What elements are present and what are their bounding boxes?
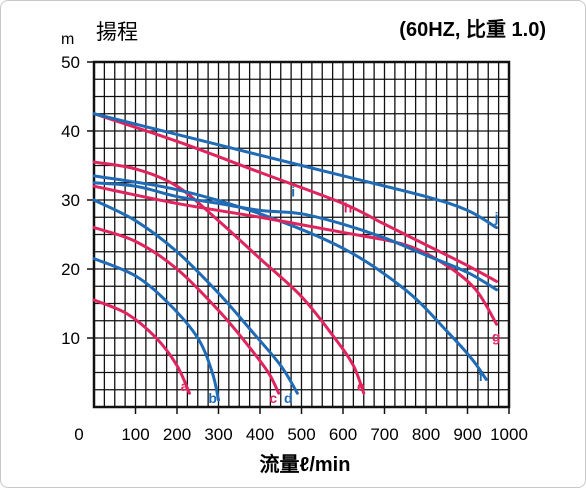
- x-tick-label: 100: [121, 425, 149, 444]
- curve-i: [92, 181, 499, 292]
- curve-label-a: a: [181, 378, 189, 394]
- curve-label-e: e: [357, 378, 365, 394]
- curve-label-h: h: [344, 199, 353, 215]
- grid: [87, 60, 511, 414]
- curve-g: [92, 184, 499, 326]
- curve-label-g: g: [492, 328, 501, 344]
- x-tick-label: 0: [74, 425, 83, 444]
- y-tick-label: 30: [61, 191, 80, 210]
- curve-e: [92, 160, 366, 395]
- x-tick-label: 1000: [490, 425, 528, 444]
- curve-j: [92, 112, 499, 230]
- curve-labels: a b c d e f g h i j: [181, 184, 501, 406]
- x-tick-label: 900: [453, 425, 481, 444]
- curve-f: [92, 174, 488, 381]
- chart-title: (60HZ, 比重 1.0): [399, 18, 546, 41]
- curve-d: [92, 198, 299, 395]
- x-tick-label: 200: [163, 425, 191, 444]
- x-tick-label: 400: [246, 425, 274, 444]
- y-axis-title: 揚程: [96, 21, 138, 44]
- curve-label-f: f: [478, 368, 483, 384]
- curve-label-d: d: [284, 390, 293, 406]
- curve-label-i: i: [291, 184, 295, 200]
- curve-label-j: j: [494, 209, 499, 225]
- x-tick-label: 300: [204, 425, 232, 444]
- y-tick-labels: 10 20 30 40 50: [61, 53, 80, 348]
- y-tick-label: 20: [61, 260, 80, 279]
- curve-c: [92, 226, 281, 395]
- y-tick-label: 50: [61, 53, 80, 72]
- x-tick-label: 500: [287, 425, 315, 444]
- y-tick-label: 40: [61, 122, 80, 141]
- x-tick-label: 700: [370, 425, 398, 444]
- x-tick-labels: 0 100 200 300 400 500 600 700 800 900 1000: [74, 425, 528, 444]
- curve-h: [92, 112, 499, 283]
- x-tick-label: 800: [412, 425, 440, 444]
- x-tick-label: 600: [329, 425, 357, 444]
- performance-curves: [92, 112, 499, 402]
- y-axis-unit: m: [61, 31, 74, 48]
- curve-label-b: b: [208, 390, 217, 406]
- curve-label-c: c: [269, 390, 277, 406]
- x-axis-title: 流量ℓ/min: [260, 452, 351, 476]
- y-tick-label: 10: [61, 329, 80, 348]
- curve-a: [92, 298, 191, 395]
- curve-b: [92, 257, 220, 402]
